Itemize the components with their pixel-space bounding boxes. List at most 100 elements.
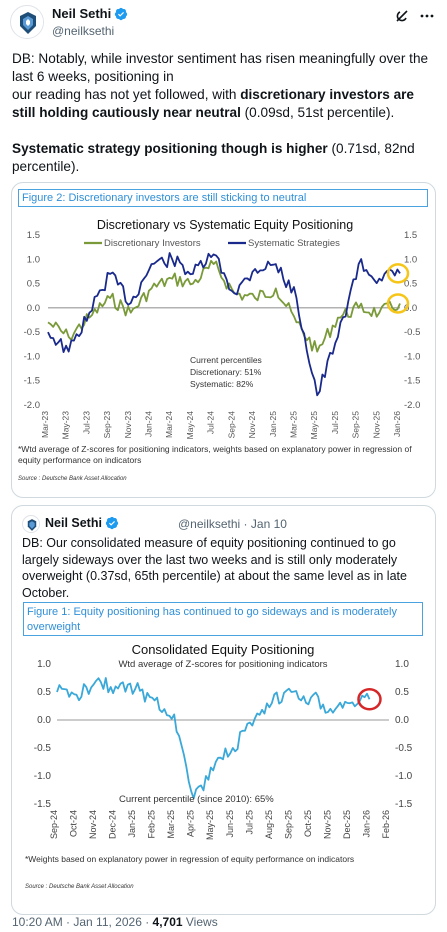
y-tick-left: -1.0 xyxy=(34,771,52,782)
x-tick-label: Nov-25 xyxy=(322,810,332,839)
figure1-annotation: Current percentile (since 2010): 65% xyxy=(119,794,274,805)
x-tick-label: Mar-25 xyxy=(166,810,176,839)
x-tick-label: Feb-26 xyxy=(381,810,391,839)
x-tick-label: Jul-25 xyxy=(330,411,340,434)
x-tick-label: Nov-24 xyxy=(88,810,98,839)
author-name-row[interactable]: Neil Sethi xyxy=(52,6,128,21)
series-line-consolidated xyxy=(56,677,371,800)
figure1-subtitle: Wtd average of Z-scores for positioning … xyxy=(118,659,327,670)
x-tick-label: Oct-25 xyxy=(303,810,313,837)
x-tick-label: Feb-25 xyxy=(147,810,157,839)
y-tick-right: -0.5 xyxy=(404,327,420,338)
y-tick-right: -0.5 xyxy=(395,743,413,754)
annotation-discretionary: Discretionary: 51% xyxy=(190,367,262,377)
figure2-footnote-line2: equity performance on indicators xyxy=(18,455,141,465)
y-tick-left: -2.0 xyxy=(24,400,40,411)
header-actions xyxy=(395,9,435,26)
series-line-discretionary xyxy=(47,259,401,353)
x-tick-label: Aug-25 xyxy=(264,810,274,839)
y-tick-left: 1.0 xyxy=(37,659,51,670)
y-tick-left: -1.0 xyxy=(24,351,40,362)
verified-badge-icon xyxy=(105,516,119,530)
quote-text: DB: Our consolidated measure of equity p… xyxy=(22,536,407,600)
x-tick-label: Mar-25 xyxy=(288,411,298,438)
x-tick-label: May-24 xyxy=(185,411,195,440)
x-tick-label: Jul-25 xyxy=(244,810,254,835)
y-tick-left: -1.5 xyxy=(24,376,40,387)
author-handle[interactable]: @neilksethi xyxy=(52,24,115,38)
y-tick-left: 0.5 xyxy=(27,279,40,290)
x-tick-label: May-25 xyxy=(205,810,215,840)
y-tick-right: -1.0 xyxy=(395,771,413,782)
y-tick-right: -2.0 xyxy=(404,400,420,411)
x-tick-label: Sep-23 xyxy=(102,411,112,439)
figure1-caption: Figure 1: Equity positioning has continu… xyxy=(23,602,423,636)
y-tick-right: 0.5 xyxy=(404,279,417,290)
tweet-line-2: our reading has not yet followed, with d… xyxy=(12,87,414,120)
y-tick-right: 0.5 xyxy=(395,687,409,698)
y-tick-right: 1.0 xyxy=(404,254,417,265)
x-tick-label: Mar-23 xyxy=(40,411,50,438)
figure2-chart: Discretionary vs Systematic Equity Posit… xyxy=(18,218,420,482)
more-icon[interactable] xyxy=(419,9,435,26)
figure1-footnote: *Weights based on explanatory power in r… xyxy=(25,854,354,864)
y-tick-left: 1.0 xyxy=(27,254,40,265)
quote-handle-date: @neilksethi · Jan 10 xyxy=(178,517,287,531)
quote-avatar xyxy=(22,515,40,533)
views-count: 4,701 xyxy=(152,915,183,929)
y-tick-right: 0.0 xyxy=(395,715,409,726)
x-tick-label: Nov-24 xyxy=(247,411,257,439)
tweet-line-3: Systematic strategy positioning though i… xyxy=(12,141,415,174)
x-tick-label: May-23 xyxy=(61,411,71,440)
y-tick-left: 0.0 xyxy=(37,715,51,726)
annotation-systematic: Systematic: 82% xyxy=(190,379,254,389)
author-name[interactable]: Neil Sethi xyxy=(52,6,112,21)
y-tick-left: -1.5 xyxy=(34,799,52,810)
x-tick-label: Apr-25 xyxy=(186,810,196,837)
y-tick-left: 0.0 xyxy=(27,303,40,314)
grok-icon[interactable] xyxy=(395,9,409,26)
annotation-title: Current percentiles xyxy=(190,355,262,365)
x-tick-label: Dec-24 xyxy=(108,810,118,839)
y-tick-right: -1.0 xyxy=(404,351,420,362)
x-tick-label: Nov-25 xyxy=(371,411,381,439)
x-tick-label: Jan-24 xyxy=(144,411,154,437)
figure1-image: Figure 1: Equity positioning has continu… xyxy=(21,596,427,912)
y-tick-left: -0.5 xyxy=(24,327,40,338)
figure1-title: Consolidated Equity Positioning xyxy=(132,642,315,657)
author-avatar[interactable] xyxy=(10,5,44,39)
quote-author-name: Neil Sethi xyxy=(45,516,102,530)
x-tick-label: May-25 xyxy=(309,411,319,440)
x-tick-label: Nov-23 xyxy=(123,411,133,439)
x-tick-label: Dec-25 xyxy=(342,810,352,839)
x-tick-label: Jan-25 xyxy=(268,411,278,437)
x-tick-label: Oct-24 xyxy=(69,810,79,837)
tweet-header: Neil Sethi @neilksethi xyxy=(0,0,447,44)
tweet-footer: 10:20 AM · Jan 11, 2026 · 4,701 Views xyxy=(12,915,218,929)
highlight-circle-current xyxy=(357,688,382,711)
highlight-circle-discretionary xyxy=(386,293,410,314)
x-tick-label: Jul-23 xyxy=(81,411,91,434)
timestamp[interactable]: 10:20 AM · Jan 11, 2026 · xyxy=(12,915,153,929)
figure1-chart: Consolidated Equity Positioning Wtd avera… xyxy=(25,642,413,890)
y-tick-right: -1.5 xyxy=(404,376,420,387)
avatar-logo-icon xyxy=(23,516,39,532)
figure2-caption: Figure 2: Discretionary investors are st… xyxy=(18,189,428,207)
figure2-title: Discretionary vs Systematic Equity Posit… xyxy=(97,218,353,232)
y-tick-right: -1.5 xyxy=(395,799,413,810)
quoted-tweet[interactable]: Neil Sethi @neilksethi · Jan 10 DB: Our … xyxy=(11,505,436,915)
series-line-systematic xyxy=(47,252,401,397)
views-label: Views xyxy=(182,915,218,929)
figure1-source: Source : Deutsche Bank Asset Allocation xyxy=(25,884,134,890)
figure2-source: Source : Deutsche Bank Asset Allocation xyxy=(18,476,127,482)
tweet-text: DB: Notably, while investor sentiment ha… xyxy=(12,50,437,176)
avatar-logo-icon xyxy=(12,7,43,38)
y-tick-left: 1.5 xyxy=(27,230,40,241)
figure2-image[interactable]: Figure 2: Discretionary investors are st… xyxy=(11,182,436,498)
highlight-circle-systematic xyxy=(386,263,410,284)
x-tick-label: Jan-25 xyxy=(127,810,137,838)
legend-label-systematic: Systematic Strategies xyxy=(248,238,340,249)
y-tick-left: 0.5 xyxy=(37,687,51,698)
y-tick-right: 0.0 xyxy=(404,303,417,314)
x-tick-label: Mar-24 xyxy=(164,411,174,438)
